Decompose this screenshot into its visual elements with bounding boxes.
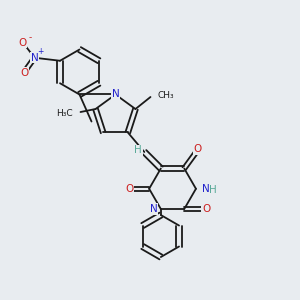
Text: H: H (209, 185, 217, 195)
Text: O: O (202, 204, 210, 214)
Text: +: + (37, 46, 43, 56)
Text: H₃C: H₃C (56, 109, 73, 118)
Text: H: H (134, 146, 142, 155)
Text: O: O (194, 144, 202, 154)
Text: O: O (125, 184, 133, 194)
Text: N: N (31, 53, 38, 63)
Text: CH₃: CH₃ (157, 91, 174, 100)
Text: O: O (20, 68, 28, 78)
Text: -: - (29, 33, 32, 42)
Text: N: N (150, 204, 158, 214)
Text: N: N (202, 184, 210, 194)
Text: O: O (18, 38, 27, 48)
Text: N: N (112, 89, 119, 100)
